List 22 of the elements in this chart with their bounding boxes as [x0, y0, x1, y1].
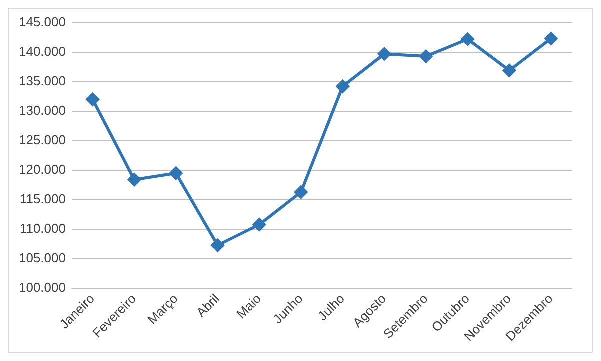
point — [420, 50, 433, 63]
y-tick-label: 115.000 — [20, 192, 66, 207]
point — [336, 80, 350, 94]
point — [294, 186, 308, 199]
y-tick-label: 120.000 — [18, 162, 66, 178]
point — [252, 218, 266, 232]
y-tick-label: 100.000 — [18, 280, 66, 296]
point — [503, 64, 516, 78]
y-tick-label: 105.000 — [18, 250, 66, 266]
y-tick-label: 130.000 — [18, 102, 66, 118]
y-tick-label: 145.000 — [18, 14, 66, 30]
point — [86, 93, 100, 106]
point — [378, 48, 391, 61]
y-tick-label: 140.000 — [18, 44, 66, 59]
y-tick-label: 125.000 — [18, 132, 66, 148]
point — [544, 32, 558, 46]
point — [461, 32, 474, 46]
y-tick-label: 110.000 — [20, 221, 66, 236]
y-tick-label: 135.000 — [18, 73, 66, 88]
point — [170, 166, 183, 180]
point — [211, 238, 224, 252]
point — [128, 173, 141, 186]
